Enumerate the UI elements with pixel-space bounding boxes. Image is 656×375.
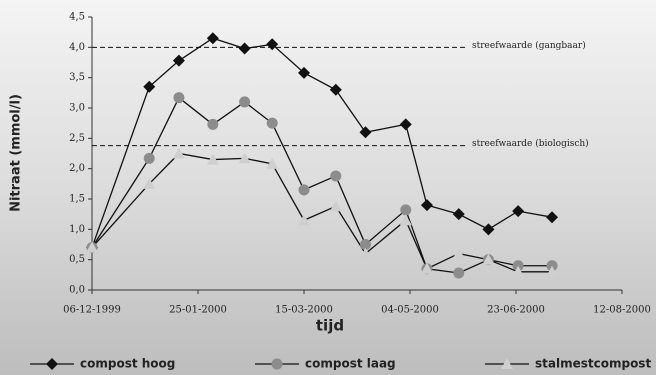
- data-point: [299, 184, 310, 195]
- x-tick-label: 04-05-2000: [381, 305, 439, 316]
- y-tick-label: 2,5: [69, 133, 85, 144]
- y-tick-label: 1,5: [69, 194, 85, 205]
- x-tick-label: 06-12-1999: [63, 305, 121, 316]
- data-point: [173, 92, 184, 103]
- x-axis-label: tijd: [316, 317, 344, 335]
- x-tick-label: 12-08-2000: [593, 305, 651, 316]
- x-tick-label: 23-06-2000: [487, 305, 545, 316]
- y-tick-label: 0,5: [69, 254, 85, 265]
- legend-label: stalmestcompost: [535, 357, 651, 371]
- page: {"chart_data": { "type": "line", "x_labe…: [0, 0, 656, 375]
- data-point: [453, 268, 464, 279]
- y-tick-label: 1,0: [69, 224, 85, 235]
- legend-marker: [272, 359, 283, 370]
- y-tick-label: 2,0: [69, 163, 85, 174]
- x-tick-label: 25-01-2000: [169, 305, 227, 316]
- data-point: [239, 96, 250, 107]
- y-tick-label: 4,5: [69, 12, 85, 23]
- y-tick-label: 0,0: [69, 285, 85, 296]
- reference-label: streefwaarde (biologisch): [472, 138, 589, 149]
- data-point: [144, 153, 155, 164]
- x-tick-label: 15-03-2000: [275, 305, 333, 316]
- data-point: [267, 118, 278, 129]
- y-tick-label: 3,0: [69, 103, 85, 114]
- y-axis-label: Nitraat (mmol/l): [9, 94, 24, 212]
- y-tick-label: 4,0: [69, 42, 85, 53]
- legend-label: compost laag: [305, 357, 396, 371]
- data-point: [330, 170, 341, 181]
- data-point: [400, 204, 411, 215]
- reference-label: streefwaarde (gangbaar): [472, 40, 586, 51]
- legend-label: compost hoog: [80, 357, 175, 371]
- y-tick-label: 3,5: [69, 72, 85, 83]
- chart: tijd Nitraat (mmol/l) 0,0 0,5 1,0 1,5 2,0 2,5…: [0, 0, 656, 375]
- data-point: [207, 119, 218, 130]
